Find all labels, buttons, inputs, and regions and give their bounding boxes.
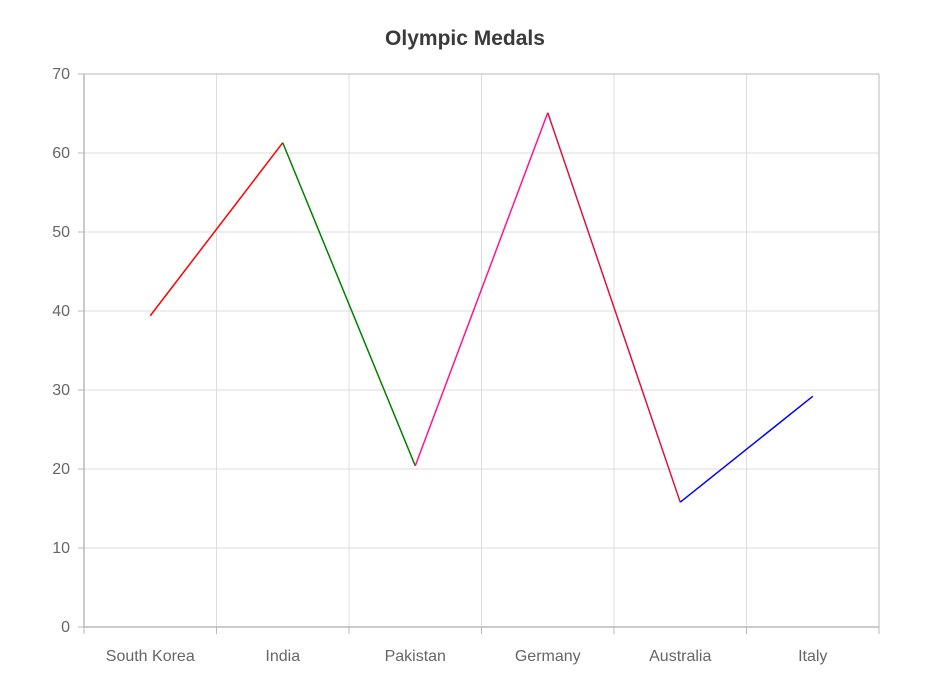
data-line (149, 112, 814, 503)
plot-frame (78, 73, 880, 634)
line-segment (282, 142, 416, 467)
x-tick-label: India (265, 648, 300, 665)
line-segment (149, 142, 284, 317)
y-tick-label: 10 (52, 540, 70, 557)
x-tick-label: Italy (798, 648, 827, 665)
y-tick-label: 60 (52, 145, 70, 162)
x-tick-label: Pakistan (385, 648, 446, 665)
x-axis-tick-labels: South Korea India Pakistan Germany Australia… (106, 648, 828, 665)
y-tick-label: 20 (52, 461, 70, 478)
line-segment (414, 112, 549, 467)
x-tick-label: Australia (649, 648, 711, 665)
y-tick-label: 40 (52, 303, 70, 320)
x-gridlines (216, 74, 747, 627)
y-tick-label: 0 (61, 619, 70, 636)
y-tick-label: 50 (52, 224, 70, 241)
y-tick-label: 30 (52, 382, 70, 399)
x-tick-label: Germany (515, 648, 581, 665)
line-segment (679, 395, 814, 503)
line-segment (547, 112, 681, 503)
x-tick-label: South Korea (106, 648, 195, 665)
y-tick-label: 70 (52, 66, 70, 83)
chart-title: Olympic Medals (385, 27, 545, 50)
y-axis-tick-labels: 0 10 20 30 40 50 60 70 (52, 66, 70, 636)
